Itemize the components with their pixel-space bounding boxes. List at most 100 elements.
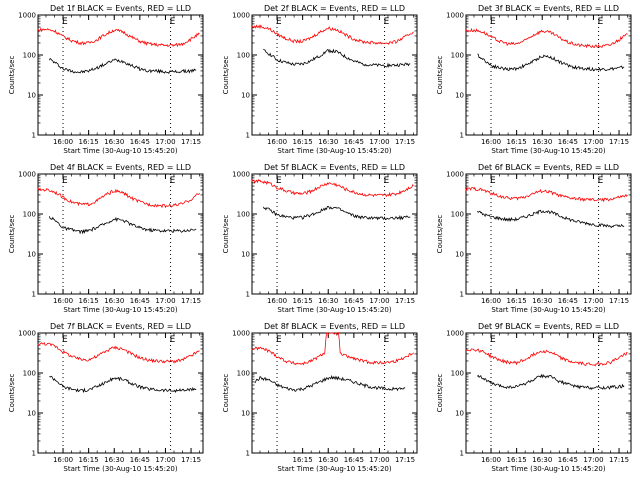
x-tick-label: 16:45 [558,297,578,305]
plot-frame [251,173,418,295]
x-tick-label: 16:30 [104,297,124,305]
event-marker-label: E [276,17,282,27]
plot-frame [37,173,204,295]
event-marker-label: E [62,176,68,186]
x-tick-label: 17:00 [583,297,603,305]
detector-panel-8: Det 8f BLACK = Events, RED = LLD 1 10 100 10… [222,322,418,473]
y-tick-label: 10 [27,92,36,100]
y-tick-label: 10 [241,410,250,418]
x-tick-label: 16:30 [532,297,552,305]
y-tick-label: 1 [32,450,36,458]
plot-frame [465,14,632,136]
lld-curve [465,27,628,49]
x-tick-label: 16:45 [130,297,150,305]
x-axis-label: Start Time (30-Aug-10 15:45:20) [277,465,391,473]
x-tick-label: 16:30 [318,456,338,464]
y-tick-label: 100 [451,370,464,378]
x-tick-label: 17:15 [181,297,201,305]
x-tick-label: 16:15 [293,456,313,464]
x-tick-label: 16:30 [318,297,338,305]
y-tick-label: 1 [246,132,250,140]
y-tick-label: 1000 [232,171,250,179]
x-tick-label: 16:45 [344,456,364,464]
x-tick-label: 16:15 [79,456,99,464]
x-tick-label: 17:00 [583,456,603,464]
x-tick-label: 17:15 [181,138,201,146]
x-tick-label: 16:30 [318,138,338,146]
plot-frame [37,332,204,454]
panel-title: Det 6f BLACK = Events, RED = LLD [478,163,619,172]
y-tick-label: 1000 [232,330,250,338]
lld-curve [37,27,200,48]
detector-panel-5: Det 5f BLACK = Events, RED = LLD 1 10 100 10… [222,163,418,314]
events-curve [477,373,625,390]
events-curve [263,48,411,68]
x-tick-label: 16:15 [507,138,527,146]
plot-frame [465,332,632,454]
events-curve [254,374,406,392]
x-tick-label: 16:15 [507,456,527,464]
y-tick-label: 10 [241,92,250,100]
x-tick-label: 16:00 [481,297,501,305]
event-marker-label: E [170,17,176,27]
x-tick-label: 17:00 [155,138,175,146]
x-tick-label: 16:00 [53,138,73,146]
x-tick-label: 17:00 [155,297,175,305]
x-axis-label: Start Time (30-Aug-10 15:45:20) [277,147,391,155]
event-marker-label: E [384,335,390,345]
y-tick-label: 100 [23,370,36,378]
lld-curve [465,186,628,203]
plot-frame [251,332,418,454]
y-tick-label: 100 [237,211,250,219]
y-tick-label: 10 [27,410,36,418]
detector-panel-7: Det 7f BLACK = Events, RED = LLD 1 10 100 10… [8,322,204,473]
y-tick-label: 1000 [446,330,464,338]
x-tick-label: 16:15 [507,297,527,305]
events-curve [49,57,197,75]
panel-title: Det 8f BLACK = Events, RED = LLD [264,322,405,331]
event-marker-label: E [62,335,68,345]
x-tick-label: 17:00 [369,456,389,464]
x-tick-label: 16:15 [79,297,99,305]
y-tick-label: 100 [23,52,36,60]
y-axis-label: Counts/sec [8,215,16,254]
x-tick-label: 16:00 [481,456,501,464]
event-marker-label: E [490,176,496,186]
panel-title: Det 7f BLACK = Events, RED = LLD [50,322,191,331]
detector-panel-4: Det 4f BLACK = Events, RED = LLD 1 10 100 10… [8,163,204,314]
x-tick-label: 16:30 [532,456,552,464]
detector-panel-6: Det 6f BLACK = Events, RED = LLD 1 10 100 10… [436,163,632,314]
x-tick-label: 17:00 [583,138,603,146]
x-tick-label: 16:45 [130,138,150,146]
y-tick-label: 1 [32,291,36,299]
x-tick-label: 16:45 [344,138,364,146]
y-tick-label: 100 [23,211,36,219]
x-tick-label: 16:30 [104,456,124,464]
y-axis-label: Counts/sec [436,215,444,254]
lld-curve [251,331,414,366]
events-curve [477,53,625,72]
x-tick-label: 16:45 [558,456,578,464]
x-tick-label: 17:15 [395,138,415,146]
panel-title: Det 5f BLACK = Events, RED = LLD [264,163,405,172]
event-marker-label: E [170,176,176,186]
y-axis-label: Counts/sec [222,215,230,254]
y-tick-label: 1000 [446,171,464,179]
x-tick-label: 16:45 [344,297,364,305]
y-axis-label: Counts/sec [436,374,444,413]
event-marker-label: E [384,17,390,27]
x-tick-label: 17:15 [395,297,415,305]
x-tick-label: 16:15 [79,138,99,146]
y-tick-label: 1000 [18,171,36,179]
events-curve [49,216,197,235]
x-tick-label: 16:00 [53,297,73,305]
y-tick-label: 1 [246,291,250,299]
panel-title: Det 3f BLACK = Events, RED = LLD [478,4,619,13]
x-tick-label: 16:00 [267,138,287,146]
x-tick-label: 16:00 [481,138,501,146]
lld-curve [37,187,200,209]
panel-title: Det 2f BLACK = Events, RED = LLD [264,4,405,13]
x-tick-label: 17:15 [609,138,629,146]
x-tick-label: 16:15 [293,138,313,146]
y-axis-label: Counts/sec [222,374,230,413]
